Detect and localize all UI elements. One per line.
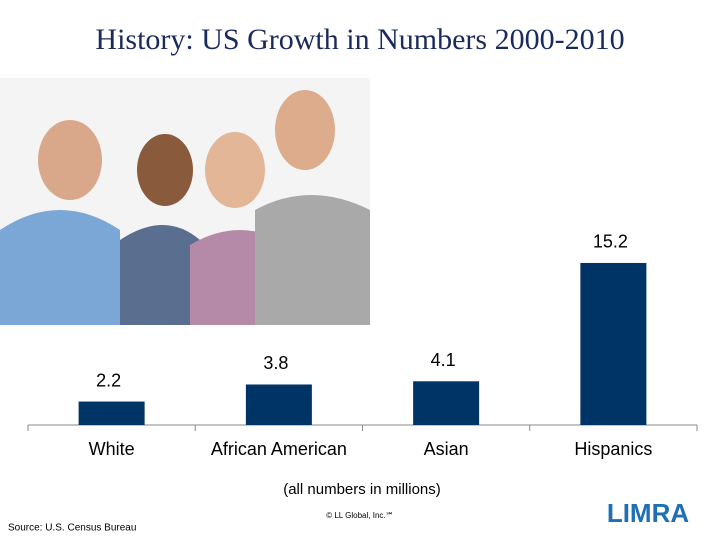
logo: LIMRA (607, 498, 690, 528)
bar (580, 262, 647, 425)
person-body (255, 195, 370, 325)
person-head (137, 134, 193, 206)
source: Source: U.S. Census Bureau (8, 523, 136, 534)
category-label: White (89, 439, 135, 459)
category-label: Hispanics (574, 439, 652, 459)
photo (0, 78, 370, 325)
person-head (275, 90, 335, 170)
bar (413, 381, 480, 425)
copyright: © LL Global, Inc.℠ (326, 511, 394, 520)
category-label: African American (211, 439, 347, 459)
value-label: 15.2 (593, 232, 628, 252)
value-label: 4.1 (431, 350, 456, 370)
person-head (205, 132, 265, 208)
person-body (0, 210, 120, 325)
value-label: 2.2 (96, 370, 121, 390)
chart-note: (all numbers in millions) (283, 481, 441, 498)
chart: White 2.2 African American 3.8 Asian 4.1 Hispa… (27, 232, 698, 459)
slide-title: History: US Growth in Numbers 2000-2010 (95, 23, 624, 56)
category-label: Asian (424, 439, 469, 459)
bar (245, 384, 312, 425)
person-head (38, 120, 102, 200)
value-label: 3.8 (263, 353, 288, 373)
person-body (120, 225, 200, 325)
bar (78, 401, 145, 425)
